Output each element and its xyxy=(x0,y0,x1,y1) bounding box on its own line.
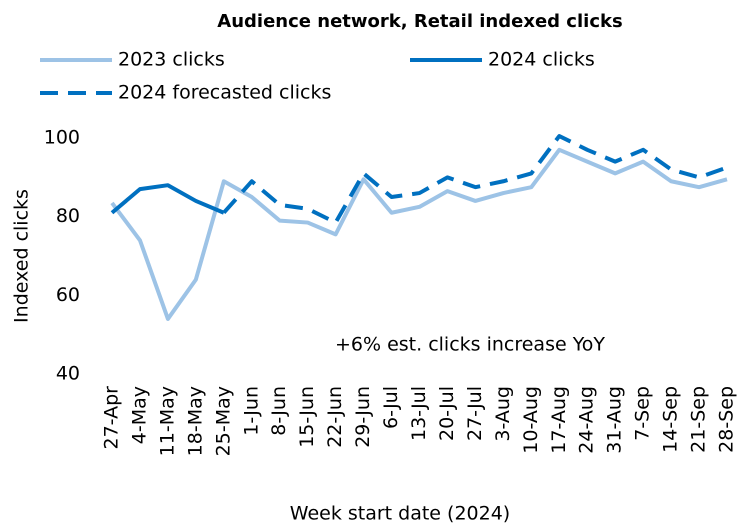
y-tick-label: 100 xyxy=(44,127,80,149)
legend-label: 2024 clicks xyxy=(488,49,595,71)
x-tick-label: 20-Jul xyxy=(436,386,458,441)
x-tick-label: 24-Aug xyxy=(576,386,598,454)
x-tick-label: 4-May xyxy=(128,386,150,444)
x-tick-label: 18-May xyxy=(184,386,206,456)
x-tick-label: 31-Aug xyxy=(604,386,626,454)
x-tick-label: 15-Jun xyxy=(296,386,318,448)
x-tick-label: 27-Jul xyxy=(464,386,486,441)
x-tick-label: 14-Sep xyxy=(660,386,682,453)
annotation: +6% est. clicks increase YoY xyxy=(335,334,605,356)
x-tick-label: 3-Aug xyxy=(492,386,514,442)
legend-label: 2023 clicks xyxy=(118,49,225,71)
x-tick-label: 27-Apr xyxy=(101,386,123,450)
x-tick-label: 7-Sep xyxy=(632,386,654,441)
x-tick-label: 1-Jun xyxy=(240,386,262,436)
x-tick-label: 17-Aug xyxy=(548,386,570,454)
y-tick-label: 80 xyxy=(56,205,80,227)
x-tick-label: 13-Jul xyxy=(408,386,430,441)
series-line xyxy=(222,134,728,225)
x-tick-label: 11-May xyxy=(156,386,178,456)
series-line xyxy=(110,147,728,321)
x-tick-label: 6-Jul xyxy=(380,386,402,429)
x-axis-title: Week start date (2024) xyxy=(290,503,510,525)
y-tick-label: 60 xyxy=(56,284,80,306)
x-tick-label: 28-Sep xyxy=(716,386,738,453)
series-line xyxy=(110,183,225,215)
x-tick-label: 29-Jun xyxy=(352,386,374,448)
x-tick-label: 25-May xyxy=(212,386,234,456)
x-tick-label: 10-Aug xyxy=(520,386,542,454)
legend-label: 2024 forecasted clicks xyxy=(118,82,331,104)
y-axis-title: Indexed clicks xyxy=(11,189,33,323)
x-tick-label: 21-Sep xyxy=(688,386,710,453)
x-tick-label: 22-Jun xyxy=(324,386,346,448)
chart-title: Audience network, Retail indexed clicks xyxy=(217,11,622,32)
x-tick-label: 8-Jun xyxy=(268,386,290,436)
y-tick-label: 40 xyxy=(56,363,80,385)
